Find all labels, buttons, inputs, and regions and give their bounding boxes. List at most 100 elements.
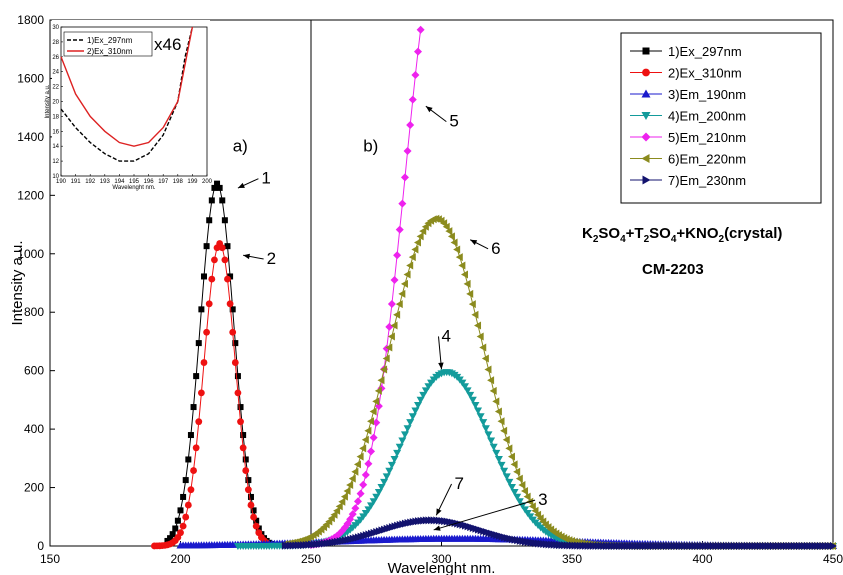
inset-y-tick-label: 26 (52, 55, 59, 61)
data-point (447, 232, 455, 241)
legend-entry: 6)Em_220nm (630, 152, 746, 167)
inset-y-axis-label: Intensity a.u. (45, 84, 51, 118)
data-point (528, 502, 536, 511)
data-point (218, 244, 226, 252)
data-point (400, 279, 408, 288)
data-point (460, 383, 469, 391)
inset-x-tick-label: 195 (129, 179, 140, 185)
data-point (393, 449, 402, 457)
inset-x-tick-label: 199 (187, 179, 198, 185)
data-point (411, 71, 420, 80)
formula-subscript: 4 (671, 234, 677, 245)
data-point (237, 404, 244, 411)
data-point (494, 407, 502, 416)
annotation-label: 4 (442, 326, 451, 345)
data-point (408, 413, 417, 421)
inset-x-tick-label: 190 (56, 179, 67, 185)
data-point (239, 444, 247, 452)
data-point (416, 232, 424, 241)
data-point (374, 386, 382, 395)
data-point (242, 456, 249, 463)
inset-y-tick-label: 24 (52, 70, 59, 76)
data-point (403, 270, 411, 279)
data-point (455, 253, 463, 262)
data-point (403, 147, 412, 156)
series-7)Em_230nm (281, 516, 837, 550)
y-tick-label: 1600 (17, 71, 44, 85)
data-point (515, 498, 524, 506)
data-point (224, 275, 231, 283)
x-tick-label: 150 (40, 552, 60, 566)
data-point (497, 417, 505, 426)
data-point (253, 517, 260, 524)
data-point (182, 477, 189, 484)
data-point (419, 227, 427, 236)
data-point (348, 510, 357, 519)
inset-y-tick-label: 14 (52, 144, 59, 150)
data-point (487, 376, 495, 385)
series-line (154, 242, 267, 547)
data-point (487, 437, 496, 445)
inset-x-tick-label: 200 (202, 179, 213, 185)
data-point (489, 443, 498, 451)
legend-entry: 1)Ex_297nm (630, 44, 742, 59)
data-point (346, 481, 354, 490)
data-point (398, 289, 406, 298)
data-point (468, 396, 477, 404)
data-point (182, 513, 190, 521)
data-point (184, 501, 192, 509)
inset-x-tick-label: 192 (85, 179, 96, 185)
data-point (390, 455, 399, 463)
data-point (398, 199, 407, 208)
data-point (367, 447, 376, 456)
data-point (642, 68, 650, 77)
data-point (513, 467, 521, 476)
data-point (247, 493, 254, 500)
data-point (500, 467, 509, 475)
data-point (372, 418, 381, 427)
data-point (479, 419, 488, 427)
data-point (227, 273, 234, 280)
data-point (453, 245, 461, 254)
data-point (364, 426, 372, 435)
annotation-1: 1 (237, 169, 271, 189)
data-point (521, 506, 530, 514)
data-point (374, 489, 383, 497)
data-point (255, 525, 262, 532)
data-point (403, 425, 412, 433)
data-point (330, 510, 338, 519)
data-point (333, 506, 341, 515)
formula-part: K (582, 225, 593, 242)
data-point (408, 253, 416, 262)
inset-multiplier: x46 (154, 35, 181, 54)
data-point (414, 47, 423, 56)
data-point (351, 504, 360, 513)
inset-series-line (60, 26, 194, 147)
data-point (642, 175, 651, 185)
data-point (247, 501, 255, 509)
data-point (460, 270, 468, 279)
x-tick-label: 200 (170, 552, 190, 566)
formula-part: (crystal) (724, 225, 782, 242)
data-point (471, 310, 479, 319)
legend: 1)Ex_297nm 2)Ex_310nm 3)Em_190nm 4)Em_200nm… (620, 32, 822, 204)
data-point (385, 322, 394, 331)
x-axis-label: Wavelenght nm. (388, 560, 496, 575)
data-point (361, 470, 370, 479)
formula-subscript: 2 (593, 234, 599, 245)
data-point (203, 243, 210, 250)
y-tick-label: 1000 (17, 247, 44, 261)
data-point (369, 498, 378, 506)
data-point (442, 222, 450, 231)
legend-entry: 5)Em_210nm (630, 130, 746, 145)
y-tick-label: 1400 (17, 130, 44, 144)
data-point (200, 359, 208, 366)
data-point (414, 238, 422, 247)
annotation-3: 3 (433, 490, 548, 531)
data-point (167, 535, 174, 542)
data-point (369, 407, 377, 416)
annotation-label: 6 (491, 239, 500, 258)
data-point (400, 431, 409, 439)
data-point (468, 300, 476, 309)
annotation-6: 6 (469, 239, 501, 258)
